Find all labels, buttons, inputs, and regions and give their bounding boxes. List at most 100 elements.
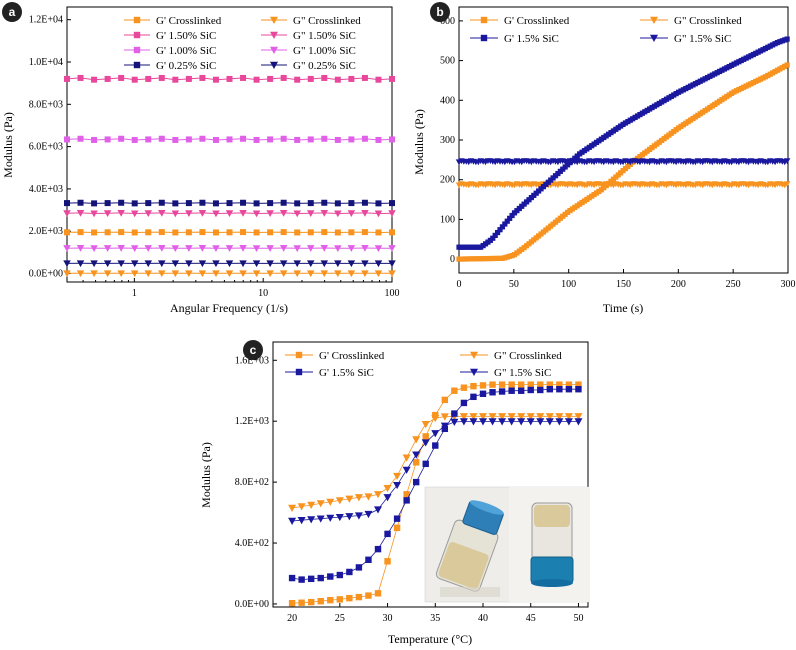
data-point [307, 210, 315, 217]
data-point [279, 270, 288, 278]
data-point [185, 245, 193, 252]
x-tick-label: 250 [726, 279, 741, 290]
x-tick-label: 100 [385, 288, 400, 299]
data-point [374, 491, 382, 499]
data-point [361, 135, 368, 142]
data-point [321, 199, 328, 206]
data-point [347, 210, 356, 217]
data-point [198, 245, 207, 252]
data-point [469, 413, 478, 421]
data-point [279, 245, 288, 252]
data-point [145, 200, 152, 207]
data-point [784, 62, 790, 68]
legend-label: G" Crosslinked [293, 15, 361, 27]
data-point [63, 260, 71, 268]
legend-label: G" 0.25% SiC [293, 60, 356, 72]
legend-marker [480, 16, 488, 24]
data-point [90, 260, 98, 268]
data-point [507, 418, 516, 426]
data-point [307, 501, 316, 509]
data-point [354, 494, 363, 502]
data-point [294, 200, 301, 207]
x-tick-label: 35 [430, 613, 440, 624]
data-point [239, 209, 247, 217]
panel-b: 0 50 100 150 200 250 300 0 100 200 300 400 500 600 G'… [412, 2, 796, 315]
data-point [212, 270, 220, 278]
data-point [784, 36, 790, 42]
data-point [334, 229, 341, 236]
panel-a-ticks: 1 10 100 0.0E+00 2.0E+03 4.0E+03 6.0E+03 8.0E+0… [29, 15, 400, 299]
data-point [546, 386, 554, 393]
data-point [412, 451, 421, 459]
legend-marker [133, 61, 141, 69]
data-point [158, 229, 165, 236]
data-point [374, 245, 383, 253]
data-point [225, 245, 234, 252]
data-point [198, 260, 207, 268]
data-point [355, 593, 363, 601]
panel-a-series [63, 74, 396, 278]
legend-label: G' Crosslinked [504, 15, 570, 27]
panel-a-plot-frame [66, 6, 393, 283]
data-point [212, 229, 219, 236]
data-point [158, 245, 166, 252]
panel-b-y-axis-title: Modulus (Pa) [412, 109, 426, 175]
data-point [545, 418, 554, 426]
data-point [393, 481, 402, 490]
data-point [294, 229, 301, 236]
data-point [267, 136, 274, 143]
data-point [517, 387, 525, 394]
data-point [280, 74, 287, 81]
data-point [389, 229, 395, 236]
data-point [459, 418, 468, 426]
data-point [76, 260, 85, 268]
data-point [91, 76, 98, 83]
data-point [537, 386, 544, 394]
data-point [327, 596, 334, 604]
data-point [574, 418, 583, 426]
data-point [103, 245, 112, 252]
data-point [199, 74, 206, 81]
data-point [198, 270, 207, 278]
data-point [375, 229, 382, 236]
x-tick-label: 100 [561, 279, 576, 290]
x-tick-label: 0 [457, 279, 462, 290]
data-point [158, 209, 166, 217]
data-point [253, 229, 260, 236]
data-point [171, 245, 180, 253]
data-point [574, 413, 583, 421]
data-point [118, 229, 125, 236]
data-point [280, 135, 287, 142]
data-point [374, 506, 382, 514]
data-point [144, 245, 152, 252]
data-point [479, 418, 487, 426]
data-point [422, 460, 429, 468]
data-point [279, 260, 288, 268]
data-point [517, 413, 526, 421]
data-point [374, 210, 383, 218]
y-tick-label: 1.2E+04 [29, 15, 63, 26]
data-point [361, 260, 369, 268]
data-point [517, 418, 526, 426]
data-point [361, 209, 369, 217]
data-point [307, 245, 315, 252]
data-point [145, 136, 152, 143]
data-point [383, 485, 392, 493]
data-point [388, 245, 396, 252]
data-point [479, 390, 487, 397]
data-point [158, 74, 165, 81]
data-point [144, 270, 152, 278]
data-point [361, 245, 369, 252]
data-point [63, 245, 71, 252]
data-point [469, 418, 478, 426]
data-point [118, 74, 125, 81]
data-point [145, 229, 152, 236]
data-point [361, 199, 368, 206]
data-point [374, 270, 383, 278]
data-point [307, 270, 315, 278]
y-tick-label: 6.0E+03 [29, 142, 63, 153]
legend-marker [133, 16, 141, 24]
data-point [517, 381, 525, 388]
data-point [158, 135, 165, 142]
data-point [564, 418, 573, 426]
